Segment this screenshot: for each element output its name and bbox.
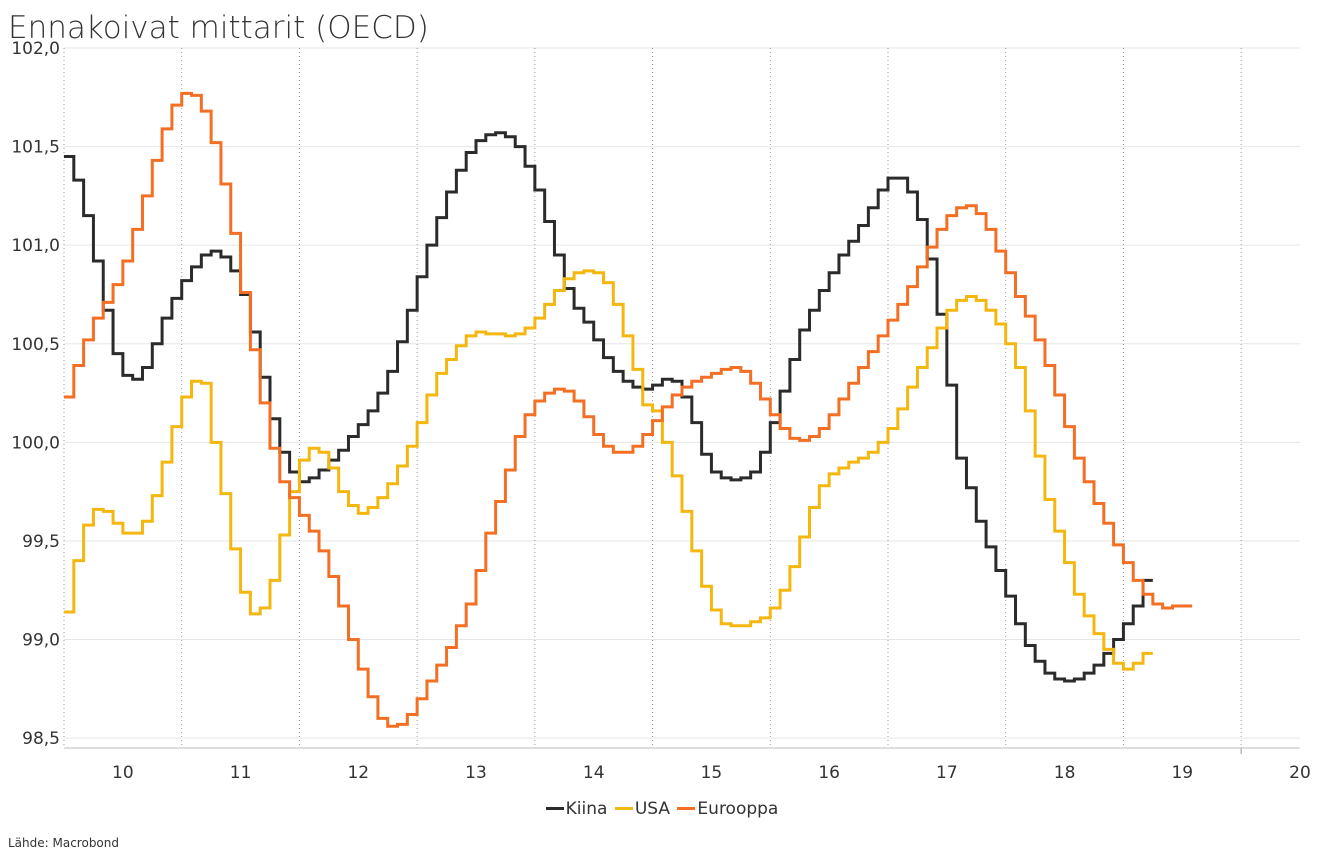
chart-title: Ennakoivat mittarit (OECD) (8, 10, 429, 46)
gridlines (63, 47, 1300, 754)
series-lines (64, 91, 1193, 728)
x-tick-label: 13 (465, 763, 487, 783)
series-line-kiina (64, 131, 1153, 683)
x-axis-tick-labels: 10 11 12 13 14 15 16 17 18 19 20 (112, 763, 1311, 783)
x-tick-label: 20 (1289, 763, 1311, 783)
legend-swatch-kiina (545, 806, 564, 810)
legend-swatch-eurooppa (677, 806, 696, 810)
source-note: Lähde: Macrobond (8, 836, 119, 850)
y-tick-label: 102,0 (11, 39, 60, 59)
y-tick-label: 100,5 (11, 335, 60, 355)
legend-label-kiina: Kiina (565, 799, 608, 819)
legend-item-eurooppa: Eurooppa (677, 799, 778, 819)
x-tick-label: 19 (1171, 763, 1193, 783)
y-tick-label: 99,0 (22, 631, 60, 651)
y-tick-label: 101,0 (11, 236, 60, 256)
legend-label-usa: USA (634, 799, 671, 819)
y-tick-label: 98,5 (22, 729, 60, 749)
legend-item-usa: USA (614, 799, 671, 819)
x-tick-label: 10 (112, 763, 134, 783)
legend-swatch-usa (614, 806, 633, 810)
x-tick-label: 12 (347, 763, 369, 783)
series-line-usa (64, 269, 1153, 671)
y-tick-label: 99,5 (22, 532, 60, 552)
x-tick-label: 14 (583, 763, 605, 783)
series-line-eurooppa (64, 91, 1193, 728)
x-tick-label: 16 (818, 763, 840, 783)
x-tick-label: 11 (230, 763, 252, 783)
y-tick-label: 101,5 (11, 138, 60, 158)
legend-item-kiina: Kiina (545, 799, 608, 819)
x-tick-label: 17 (936, 763, 958, 783)
legend-label-eurooppa: Eurooppa (697, 799, 779, 819)
y-tick-label: 100,0 (11, 433, 60, 453)
y-axis-tick-labels: 98,5 99,0 99,5 100,0 100,5 101,0 101,5 102,0 (11, 39, 60, 749)
x-tick-label: 15 (701, 763, 723, 783)
x-tick-label: 18 (1054, 763, 1076, 783)
chart-legend: Kiina USA Eurooppa (0, 799, 1324, 819)
